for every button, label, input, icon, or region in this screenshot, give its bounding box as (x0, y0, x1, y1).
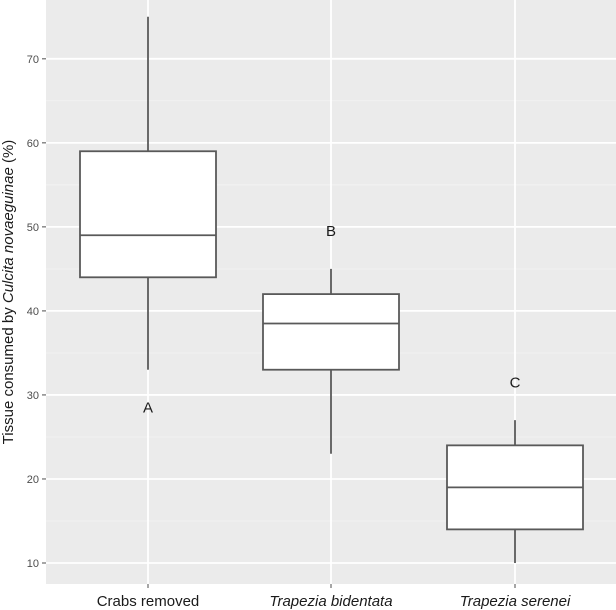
y-tick-label: 20 (27, 474, 39, 486)
annotation-C: C (510, 374, 521, 391)
y-axis-label-part: Culcita novaeguinae (0, 167, 17, 303)
y-tick-label: 60 (27, 138, 39, 150)
y-tick-label: 50 (27, 222, 39, 234)
box-3 (446, 420, 584, 563)
y-axis-label: Tissue consumed by Culcita novaeguinae (… (0, 140, 17, 445)
x-category-label: Trapezia bidentata (269, 593, 392, 610)
y-axis-label-part: (%) (0, 140, 17, 168)
annotation-labels: A B C (143, 223, 521, 416)
box-2 (262, 268, 400, 454)
x-category-label: Crabs removed (97, 593, 200, 610)
x-category-label: Trapezia serenei (460, 593, 571, 610)
y-tick-label: 30 (27, 390, 39, 402)
y-tick-label: 40 (27, 306, 39, 318)
y-axis-label-part: Tissue consumed by (0, 303, 17, 444)
y-tick-label: 70 (27, 54, 39, 66)
box-series (79, 16, 584, 563)
annotation-B: B (326, 223, 336, 240)
box-body (79, 150, 217, 279)
y-tick-label: 10 (27, 558, 39, 570)
box-body (262, 293, 400, 371)
annotation-A: A (143, 400, 153, 417)
y-axis-ticks: 10 20 30 40 50 60 70 (27, 54, 46, 570)
box-1 (79, 16, 217, 370)
x-axis-ticks: Crabs removed Trapezia bidentata Trapezia … (97, 584, 571, 610)
